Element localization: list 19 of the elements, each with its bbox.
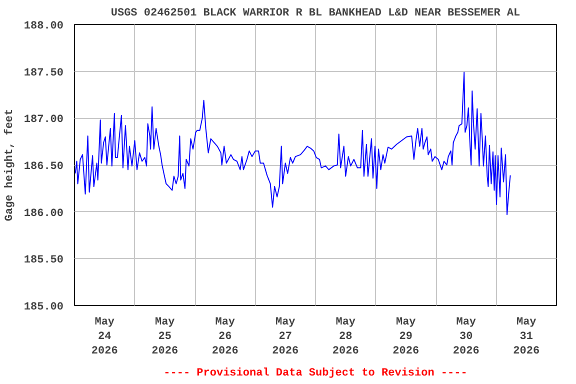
x-tick-label: May 30 2026 xyxy=(452,316,480,358)
y-tick-label: 185.00 xyxy=(24,302,64,314)
y-tick-label: 188.00 xyxy=(24,20,64,32)
x-tick-label: May 27 2026 xyxy=(272,316,299,358)
y-axis-title: Gage height, feet xyxy=(2,108,16,222)
y-tick-label: 186.00 xyxy=(24,208,64,220)
x-tick-label: May 26 2026 xyxy=(212,316,238,358)
x-tick-label: May 29 2026 xyxy=(392,316,420,358)
x-tick-label: May 25 2026 xyxy=(152,316,178,358)
line-series xyxy=(74,72,511,216)
x-tick-label: May 24 2026 xyxy=(91,316,118,358)
y-tick-label: 187.50 xyxy=(24,67,64,80)
y-tick-label: 187.00 xyxy=(24,114,64,126)
x-tick-label: May 28 2026 xyxy=(332,316,359,358)
x-tick-label: May 31 2026 xyxy=(513,316,540,358)
y-tick-label: 185.50 xyxy=(24,254,64,267)
chart-title: USGS 02462501 BLACK WARRIOR R BL BANKHEAD L&D NEAR BESSEMER AL xyxy=(110,8,521,20)
y-tick-label: 186.50 xyxy=(24,161,64,173)
text: ---- Provisional Data Subject to Revision ---- xyxy=(164,368,468,380)
